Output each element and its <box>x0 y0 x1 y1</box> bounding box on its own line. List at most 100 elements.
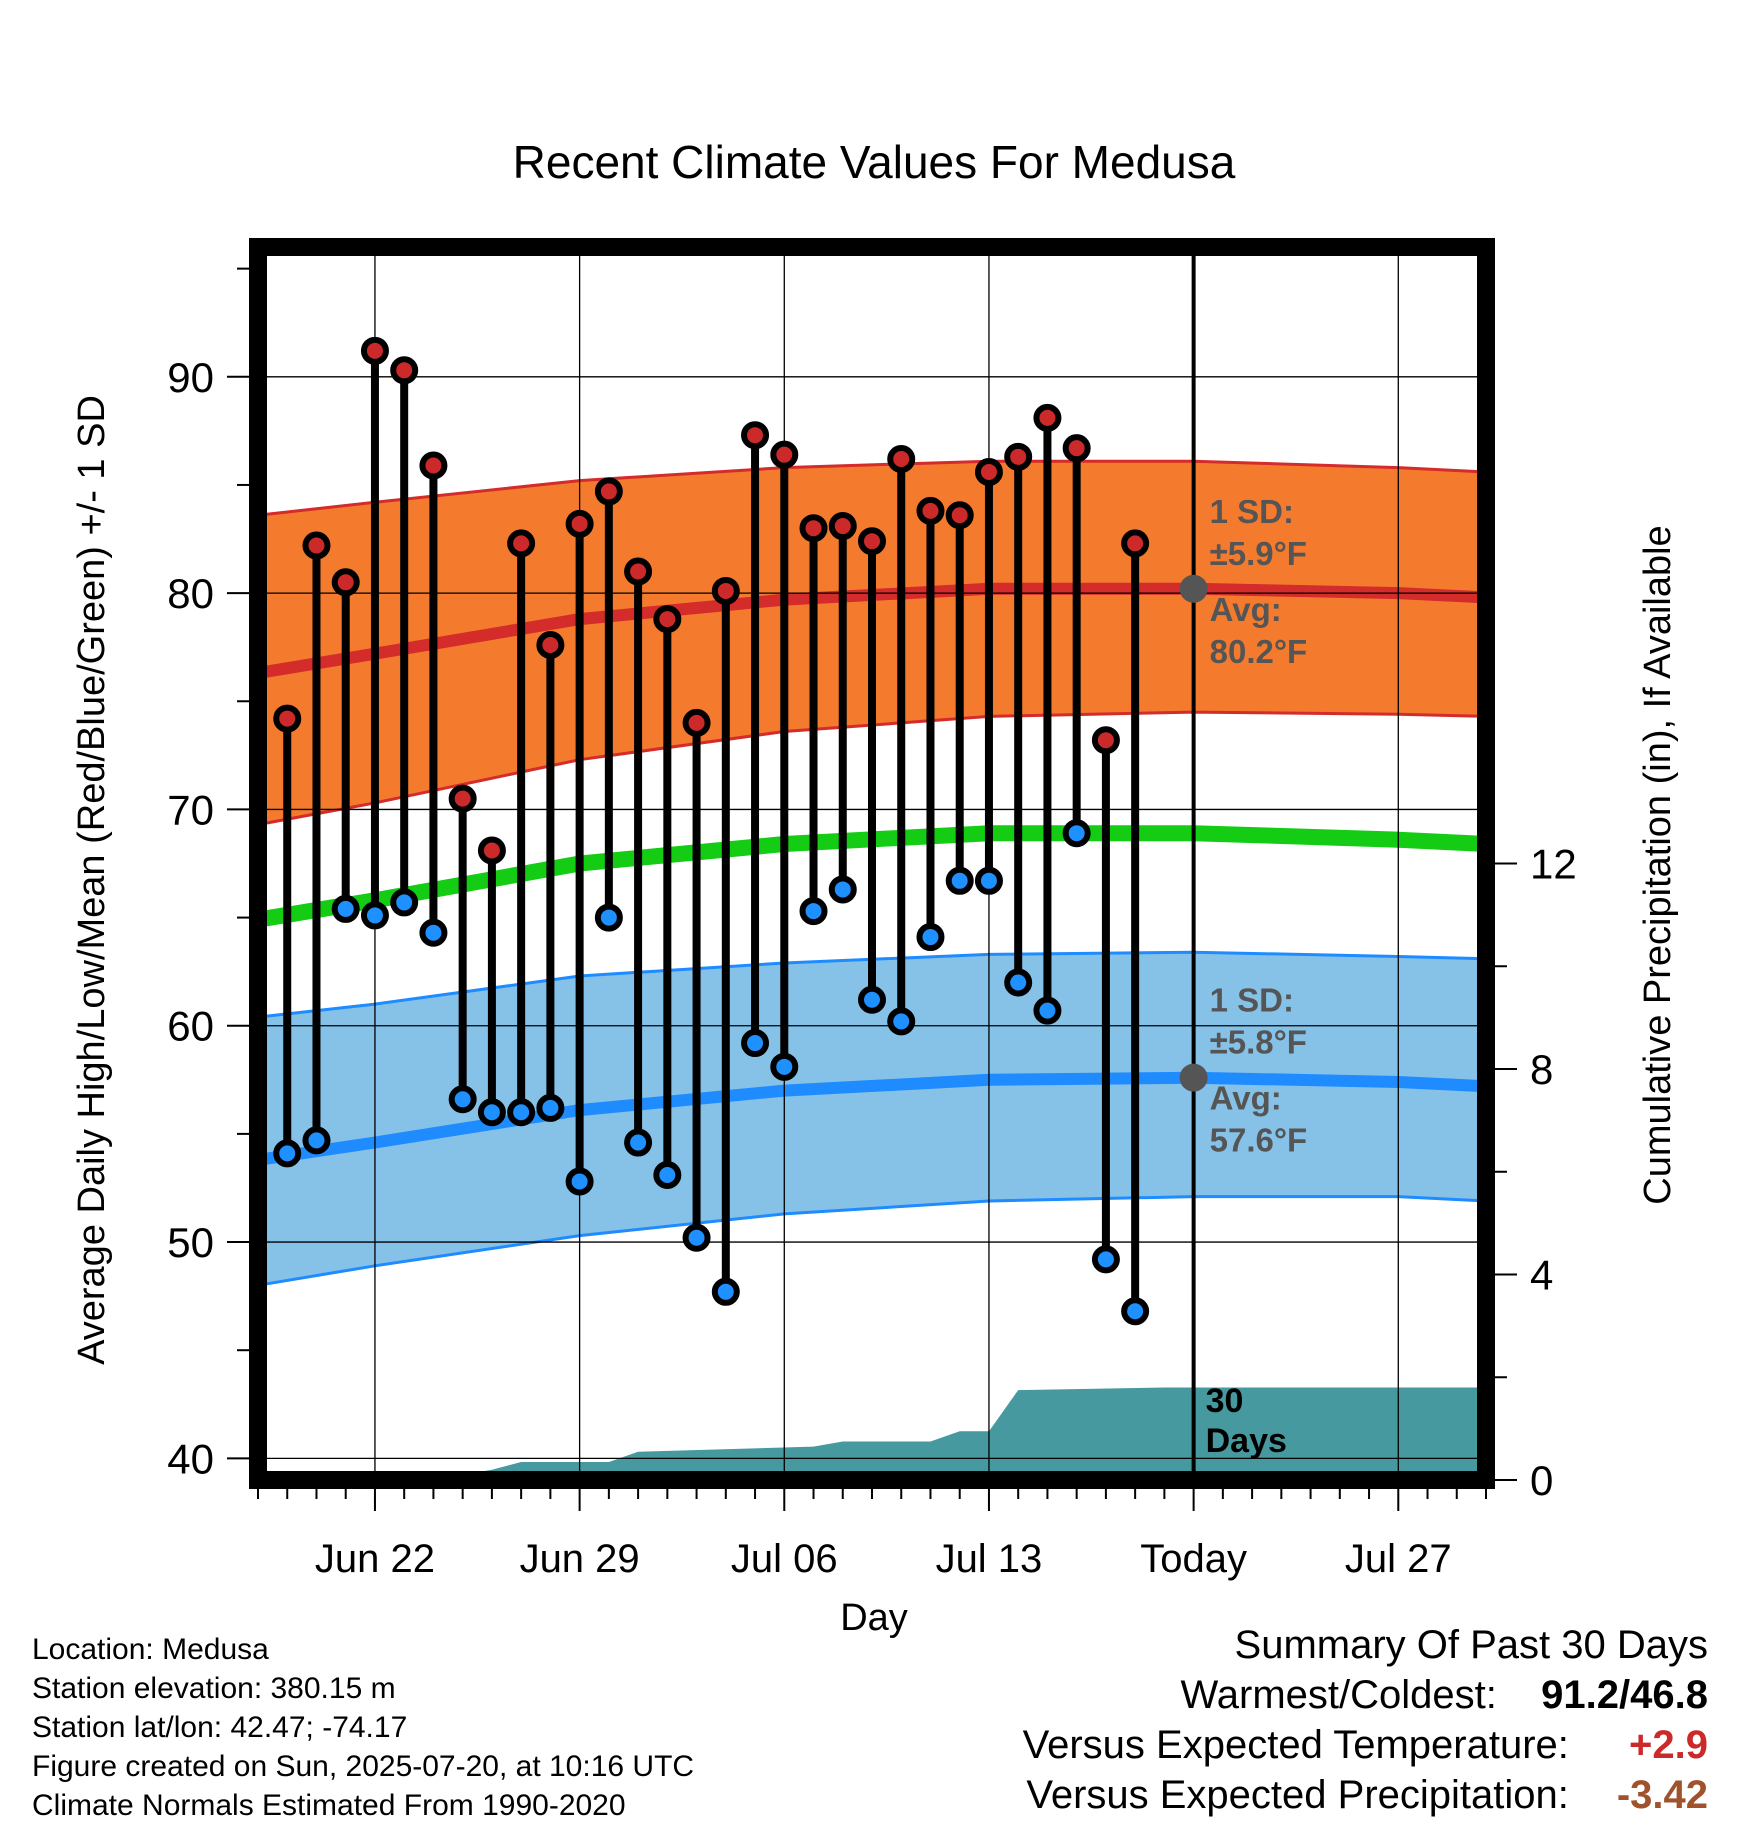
low-point <box>682 1223 711 1252</box>
low-point <box>974 866 1003 895</box>
high-point <box>653 605 682 634</box>
summary-temp-label: Versus Expected Temperature: <box>1022 1723 1569 1767</box>
high-avg-value: 80.2°F <box>1210 633 1308 670</box>
plot-frame <box>249 238 1495 1489</box>
low-normal-line <box>257 1071 1487 1166</box>
high-point <box>390 356 419 385</box>
high-point <box>1121 529 1150 558</box>
low-point <box>887 1007 916 1036</box>
summary-temp: Versus Expected Temperature: +2.9 <box>1023 1720 1708 1770</box>
y-right-tick-label: 0 <box>1530 1457 1553 1504</box>
y-left-tick-label: 90 <box>167 354 214 401</box>
summary-warm-cold: Warmest/Coldest: 91.2/46.8 <box>1023 1670 1709 1720</box>
high-sd-band-upper-edge <box>257 459 1487 517</box>
precip-area <box>258 1387 1486 1480</box>
high-point <box>916 496 945 525</box>
today-days-number: 30 <box>1206 1382 1244 1420</box>
y-right-tick-label: 4 <box>1530 1252 1553 1299</box>
x-tick-label: Today <box>1140 1537 1247 1581</box>
high-point <box>974 457 1003 486</box>
low-point <box>302 1126 331 1155</box>
low-point <box>273 1139 302 1168</box>
high-sd-band-lower-edge <box>257 710 1487 827</box>
low-point <box>653 1160 682 1189</box>
high-point <box>507 529 536 558</box>
summary-precip: Versus Expected Precipitation: -3.42 <box>1023 1770 1708 1820</box>
summary-precip-value: -3.42 <box>1616 1773 1708 1817</box>
summary-warm-cold-label: Warmest/Coldest: <box>1180 1673 1497 1717</box>
high-point <box>828 512 857 541</box>
footer-normals: Climate Normals Estimated From 1990-2020 <box>32 1789 626 1822</box>
high-point <box>887 444 916 473</box>
low-point <box>945 866 974 895</box>
low-point <box>1091 1245 1120 1274</box>
high-point <box>594 477 623 506</box>
low-point <box>1004 968 1033 997</box>
x-axis-label: Day <box>840 1597 908 1639</box>
today-low-normal-marker <box>1179 1063 1208 1092</box>
high-point <box>565 509 594 538</box>
high-point <box>302 531 331 560</box>
y-left-tick-label: 50 <box>167 1219 214 1266</box>
low-point <box>507 1098 536 1127</box>
footer-latlon: Station lat/lon: 42.47; -74.17 <box>32 1711 408 1744</box>
low-point <box>331 894 360 923</box>
high-point <box>477 836 506 865</box>
low-point <box>770 1052 799 1081</box>
today-high-normal-marker <box>1179 574 1208 603</box>
low-point <box>390 888 419 917</box>
high-point <box>624 557 653 586</box>
high-point <box>1062 434 1091 463</box>
low-point <box>1033 996 1062 1025</box>
low-point <box>477 1098 506 1127</box>
y-right-tick-label: 8 <box>1530 1046 1553 1093</box>
high-sd-value: ±5.9°F <box>1210 535 1307 572</box>
y-axis-right-label: Cumulative Precipitation (in), If Availa… <box>1637 525 1679 1204</box>
summary-warm-cold-value: 91.2/46.8 <box>1541 1673 1708 1717</box>
low-point <box>624 1128 653 1157</box>
high-point <box>419 451 448 480</box>
low-point <box>419 918 448 947</box>
y-left-tick-label: 80 <box>167 570 214 617</box>
low-avg-value: 57.6°F <box>1210 1122 1308 1159</box>
high-point <box>331 568 360 597</box>
high-point <box>711 576 740 605</box>
footer-elevation: Station elevation: 380.15 m <box>32 1672 396 1705</box>
high-point <box>536 631 565 660</box>
y-left-tick-label: 40 <box>167 1435 214 1482</box>
plot-area: 1 SD: ±5.9°F Avg: 80.2°F 1 SD: ±5.8°F Avg: 57.6… <box>167 238 1577 1581</box>
high-point <box>273 704 302 733</box>
summary-temp-value: +2.9 <box>1629 1723 1708 1767</box>
low-point <box>711 1277 740 1306</box>
low-point <box>828 875 857 904</box>
low-point <box>360 901 389 930</box>
high-point <box>1004 442 1033 471</box>
footer-location: Location: Medusa <box>32 1633 269 1666</box>
low-point <box>799 897 828 926</box>
high-point <box>360 336 389 365</box>
low-sd-band-lower-edge <box>257 1195 1487 1287</box>
footer-created: Figure created on Sun, 2025-07-20, at 10… <box>32 1750 695 1783</box>
x-tick-label: Jul 27 <box>1345 1537 1452 1581</box>
y-axis-left-label: Average Daily High/Low/Mean (Red/Blue/Gr… <box>71 395 113 1365</box>
low-point <box>741 1029 770 1058</box>
x-tick-label: Jul 06 <box>731 1537 838 1581</box>
high-point <box>945 501 974 530</box>
low-sd-value: ±5.8°F <box>1210 1024 1307 1061</box>
low-point <box>594 903 623 932</box>
low-point <box>1121 1297 1150 1326</box>
high-point <box>770 440 799 469</box>
summary-title: Summary Of Past 30 Days <box>1234 1623 1708 1667</box>
high-normal-line <box>257 582 1487 680</box>
high-point <box>448 784 477 813</box>
low-point <box>858 985 886 1014</box>
y-right-tick-label: 12 <box>1530 841 1577 888</box>
high-point <box>1033 403 1062 432</box>
summary-precip-label: Versus Expected Precipitation: <box>1026 1773 1569 1817</box>
low-point <box>536 1093 565 1122</box>
high-point <box>682 708 711 737</box>
low-avg-label: Avg: <box>1210 1080 1282 1117</box>
y-left-tick-label: 60 <box>167 1003 214 1050</box>
high-point <box>1091 726 1120 755</box>
